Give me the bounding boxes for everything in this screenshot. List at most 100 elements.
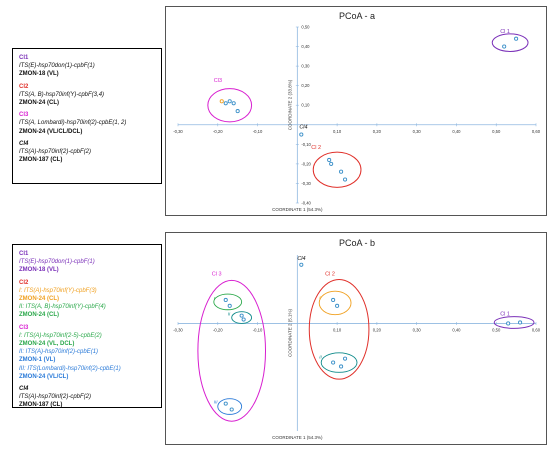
data-point [327, 157, 332, 163]
cluster-ellipse [197, 279, 267, 422]
cluster-ellipse [491, 33, 529, 52]
data-point [502, 44, 507, 49]
cluster-label: Cl 1 [500, 312, 510, 318]
y-axis-label: COORDINATE 2 (5.1%) [287, 309, 292, 357]
legend-group-title: Cl3 [19, 112, 29, 119]
y-tick-label: 0,10 [301, 103, 310, 108]
data-point [223, 401, 228, 406]
legend-line: ZMON-187 (CL) [19, 402, 63, 409]
y-tick-label: 0,30 [301, 64, 310, 69]
subcluster-label: II [319, 355, 322, 360]
pcoa-b-chart: PCoA - b -0,30 -0,20 -0,10 0,10 0,20 0,30 0,40 0… [173, 238, 541, 440]
x-axis-label: COORDINATE 1 (54.3%) [272, 207, 323, 212]
legend-group-title: Cl1 [19, 55, 29, 61]
subcluster-label: I [319, 295, 321, 300]
data-point [299, 262, 304, 267]
chart-panel-a: PCoA - a -0,30 -0,20 -0,10 0,10 0,20 0,30 0,40 0… [165, 6, 547, 216]
x-tick-label: -0,20 [213, 327, 223, 332]
x-tick-label: 0,50 [492, 327, 501, 332]
legend-group-title: Cl2 [19, 83, 29, 90]
x-tick-label: -0,10 [253, 327, 263, 332]
data-point [223, 297, 228, 303]
legend-line: I: ITS(A)-hsp70inf(Y)-cpbF(3) [19, 287, 97, 294]
legend-group: Cl4 ITS(A)-hsp70inf(2)-cpbF(2) ZMON-187 (C… [19, 385, 155, 410]
data-point [339, 364, 344, 369]
x-tick-label: 0,40 [452, 327, 461, 332]
legend-line: I: ITS(A)-hsp70inf(2-5)-cpbE(2) [19, 332, 102, 339]
legend-group-title: Cl2 [19, 279, 29, 286]
data-point [223, 101, 228, 106]
legend-box-b: Cl1 ITS(E)-hsp70don(1)-cpbF(1) ZMON-18 (VL… [12, 244, 162, 408]
chart-panel-b: PCoA - b -0,30 -0,20 -0,10 0,10 0,20 0,30 0,40 0… [165, 232, 547, 445]
data-point [241, 317, 246, 322]
legend-line: ITS(A)-hsp70inf(2)-cpbF(2) [19, 149, 92, 156]
data-point [299, 132, 304, 137]
legend-group-title: Cl3 [19, 324, 29, 331]
legend-line: III: ITS(Lombardi)-hsp70inf(2)-cpbE(1) [19, 365, 121, 372]
data-point [343, 177, 348, 182]
data-point [506, 321, 511, 326]
x-tick-label: 0,10 [333, 327, 342, 332]
cluster-label: Cl4 [299, 125, 307, 131]
legend-line: ZMON-187 (CL) [19, 157, 63, 164]
x-tick-label: 0,60 [532, 327, 541, 332]
cluster-label: Cl 2 [325, 272, 335, 278]
x-axis-label: COORDINATE 1 (54.3%) [272, 435, 323, 440]
cluster-ellipse [312, 151, 362, 188]
data-point [331, 297, 336, 303]
data-point [335, 303, 340, 308]
legend-line: ZMON-24 (CL) [19, 296, 59, 303]
cluster-label: Cl3 [214, 78, 222, 84]
y-tick-label: 0,20 [301, 83, 310, 88]
legend-line: II: ITS(A)-hsp70inf(2)-cpbE(1) [19, 349, 99, 356]
cluster-ellipse [308, 278, 370, 380]
legend-group-title: Cl1 [19, 251, 29, 257]
legend-box-a: Cl1 ITS(E)-hsp70don(1)-cpbF(1) ZMON-18 (VL… [12, 48, 162, 184]
cluster-ellipse [493, 316, 535, 329]
data-point [339, 169, 344, 174]
legend-group: Cl4 ITS(A)-hsp70inf(2)-cpbF(2) ZMON-187 (C… [19, 140, 155, 165]
y-tick-label: -0,10 [301, 142, 311, 147]
x-tick-label: 0,50 [492, 129, 501, 134]
x-tick-label: 0,20 [373, 129, 382, 134]
legend-group: Cl1 ITS(E)-hsp70don(1)-cpbF(1) ZMON-18 (VL… [19, 54, 155, 79]
legend-group: Cl2 ITS(A, B)-hsp70inf(Y)-cpbF(3,4) ZMON-2… [19, 83, 155, 108]
cluster-label: Cl 3 [212, 272, 222, 278]
chart-title: PCoA - a [339, 11, 375, 21]
y-tick-label: -0,20 [301, 161, 311, 166]
data-point [343, 356, 348, 361]
x-tick-label: -0,30 [173, 327, 183, 332]
data-point [514, 36, 519, 41]
legend-line: ZMON-24 (CL) [19, 100, 59, 107]
data-point [329, 161, 334, 166]
data-point [219, 99, 224, 104]
x-tick-label: 0,30 [413, 327, 422, 332]
x-tick-label: 0,20 [373, 327, 382, 332]
data-point [331, 360, 336, 365]
legend-line: ITS(E)-hsp70don(1)-cpbF(1) [19, 63, 95, 70]
legend-line: ITS(A, B)-hsp70inf(Y)-cpbF(3,4) [19, 91, 105, 98]
legend-group-title: Cl4 [19, 386, 29, 393]
legend-line: ZMON-24 (VL/CL/DCL) [19, 128, 83, 135]
subcluster-ellipse [213, 293, 243, 311]
y-tick-label: -0,40 [301, 201, 311, 206]
legend-group: Cl3 I: ITS(A)-hsp70inf(2-5)-cpbE(2) ZMON-2… [19, 324, 155, 381]
data-point [227, 99, 232, 104]
legend-group: Cl2 I: ITS(A)-hsp70inf(Y)-cpbF(3) ZMON-24 … [19, 279, 155, 320]
legend-line: ITS(A, Lombardi)-hsp70inf(2)-cpbE(1, 2) [19, 120, 127, 127]
x-tick-label: 0,60 [532, 129, 541, 134]
legend-line: II: ITS(A, B)-hsp70inf(Y)-cpbF(4) [19, 304, 106, 311]
x-tick-label: 0,10 [333, 129, 342, 134]
legend-line: ITS(A)-hsp70inf(2)-cpbF(2) [19, 394, 92, 401]
data-point [229, 407, 234, 412]
y-axis-label: COORDINATE 2 (33.8%) [287, 79, 292, 130]
x-tick-label: 0,30 [413, 129, 422, 134]
legend-line: ZMON-24 (VL/CL) [19, 373, 69, 380]
subcluster-ellipse [231, 311, 253, 324]
cluster-label: Cl 1 [500, 29, 510, 35]
y-tick-label: 0,50 [301, 25, 310, 30]
subcluster-label: III [214, 400, 219, 405]
legend-group: Cl3 ITS(A, Lombardi)-hsp70inf(2)-cpbE(1, … [19, 111, 155, 136]
x-tick-label: -0,30 [173, 129, 183, 134]
legend-line: ZMON-18 (VL) [19, 71, 59, 78]
